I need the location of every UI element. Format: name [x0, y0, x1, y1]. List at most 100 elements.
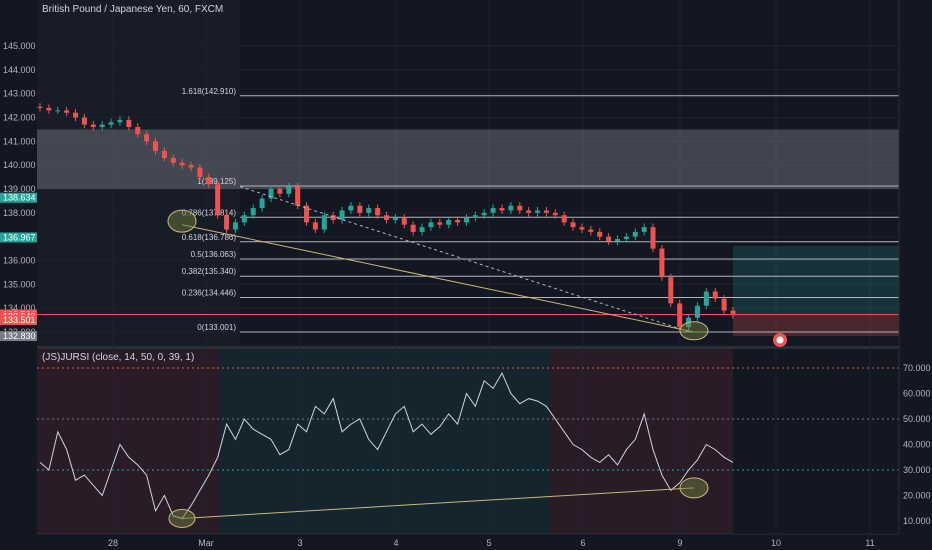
candle: [321, 215, 327, 230]
alert-icon[interactable]: [773, 333, 787, 347]
candle: [490, 208, 496, 213]
price-tick-label: 142.000: [3, 113, 36, 123]
candle: [437, 222, 443, 225]
candle: [295, 186, 301, 206]
rsi-tick-label: 40.000: [903, 440, 931, 450]
fib-level-label: 0.382(135.340): [182, 267, 237, 276]
indicator-label: (JS)JURSI (close, 14, 50, 0, 39, 1): [42, 352, 194, 363]
rsi-pane[interactable]: [37, 349, 899, 534]
candle: [135, 127, 141, 135]
price-tick-label: 144.000: [3, 65, 36, 75]
candle: [508, 205, 514, 211]
candle: [55, 110, 61, 112]
candle: [615, 239, 620, 242]
rsi-band: [550, 349, 680, 534]
rsi-band: [400, 349, 550, 534]
target-zone: [733, 246, 899, 315]
rsi-band: [37, 349, 220, 534]
pivot-ellipse: [679, 321, 709, 341]
candle: [419, 227, 425, 232]
time-tick-label: 6: [580, 538, 585, 548]
price-badge-label: 138.634: [3, 193, 36, 203]
fib-level-label: 0.618(136.786): [182, 233, 237, 242]
candle: [153, 141, 158, 151]
candle: [312, 222, 318, 230]
candle: [206, 177, 212, 185]
rsi-tick-label: 10.000: [903, 516, 931, 526]
candle: [99, 124, 105, 128]
divergence-line-price: [181, 224, 695, 333]
candle: [641, 227, 647, 232]
candle: [277, 189, 283, 194]
price-badge-label: 136.967: [3, 232, 36, 242]
candle: [348, 205, 354, 211]
price-tick-label: 141.000: [3, 136, 36, 146]
candle: [561, 215, 567, 223]
zones: [37, 129, 899, 337]
time-tick-label: 10: [771, 538, 781, 548]
candle: [597, 231, 603, 237]
candle: [668, 277, 674, 304]
candle: [215, 184, 221, 216]
time-tick-label: Mar: [198, 538, 214, 548]
rsi-tick-label: 20.000: [903, 491, 931, 501]
rsi-tick-label: 30.000: [903, 465, 931, 475]
candle: [579, 227, 585, 230]
candle: [392, 217, 398, 220]
rsi-pivot-ellipse: [679, 477, 709, 499]
price-badge: [0, 315, 37, 326]
price-tick-label: 139.000: [3, 184, 36, 194]
candle: [446, 219, 452, 225]
fib-level-label: 0.236(134.446): [182, 289, 237, 298]
time-tick-label: 5: [486, 538, 491, 548]
fibonacci-retracement[interactable]: 1.618(142.910) 1(139.125) 0.786(137.814) 0.…: [182, 87, 899, 333]
pivot-ellipse: [167, 209, 197, 233]
candle: [179, 162, 185, 166]
price-badge: [0, 192, 37, 203]
candle: [570, 222, 576, 228]
candle: [73, 112, 79, 118]
price-badge-label: 133.501: [3, 315, 36, 325]
candle: [730, 310, 736, 316]
candlestick-series[interactable]: [37, 103, 736, 331]
candle: [81, 117, 87, 125]
candle: [481, 212, 487, 216]
candle: [588, 229, 594, 232]
chart-title: British Pound / Japanese Yen, 60, FXCM: [42, 4, 223, 15]
price-axis[interactable]: [0, 0, 37, 550]
candle: [37, 106, 43, 108]
candle: [384, 215, 389, 220]
time-tick-label: 3: [297, 538, 302, 548]
candle: [526, 210, 532, 213]
candle: [543, 210, 549, 213]
fib-level-label: 0.786(137.814): [182, 208, 237, 217]
trend-drawings[interactable]: [167, 186, 709, 341]
price-badges: 138.634136.967133.734133.649133.501132.8…: [0, 192, 37, 342]
candle: [401, 217, 407, 225]
price-badge: [0, 232, 37, 243]
candle: [232, 222, 238, 230]
rsi-series[interactable]: [37, 367, 899, 528]
candle: [144, 134, 150, 142]
price-tick-label: 135.000: [3, 279, 36, 289]
candle: [126, 119, 132, 128]
rsi-band: [680, 349, 733, 534]
candle: [117, 119, 123, 123]
candle: [463, 217, 469, 223]
rsi-regime-bands: [37, 349, 733, 534]
right-axis[interactable]: [899, 0, 932, 550]
pane-divider: [0, 346, 932, 349]
candle: [90, 124, 96, 128]
candle: [250, 208, 256, 216]
candle: [650, 227, 656, 249]
price-tick-label: 140.000: [3, 160, 36, 170]
candle: [694, 305, 700, 318]
rsi-axis-ticks: 70.000 60.000 50.000 40.000 30.000 20.000 10.0…: [903, 363, 931, 526]
time-tick-label: 4: [393, 538, 398, 548]
candle: [659, 248, 665, 278]
fib-level-label: 1.618(142.910): [182, 87, 237, 96]
candle: [108, 122, 114, 125]
candle: [455, 219, 461, 223]
time-tick-label: 28: [108, 538, 118, 548]
